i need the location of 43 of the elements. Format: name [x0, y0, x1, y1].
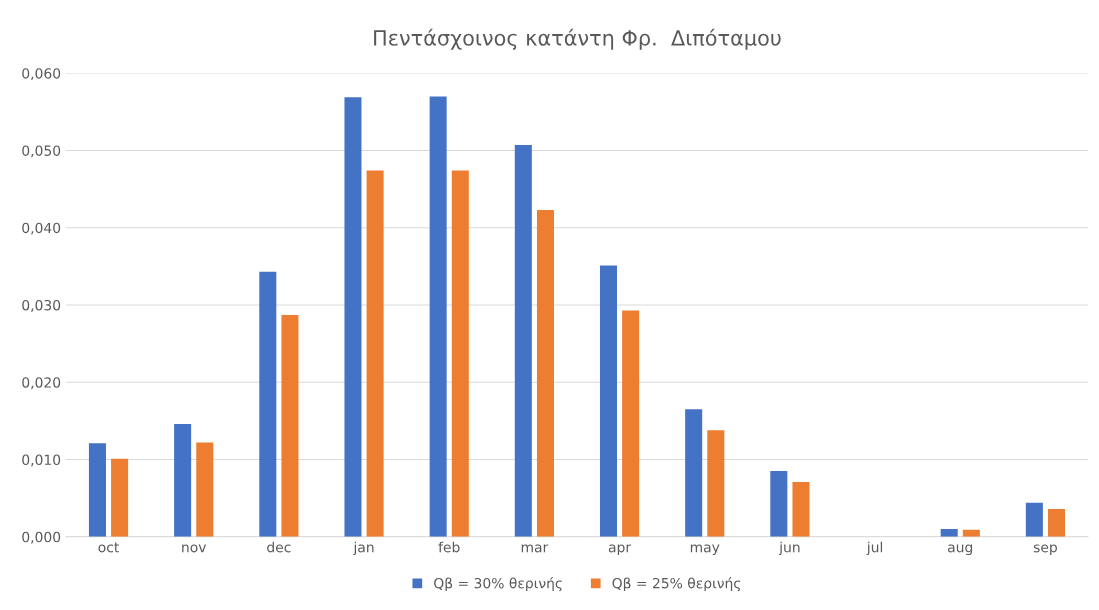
x-tick-label: oct — [98, 542, 119, 553]
legend-label: Qβ = 30% θερινής — [434, 577, 562, 592]
x-tick-label: nov — [182, 544, 207, 553]
bar — [1047, 508, 1066, 537]
x-tick-label: jan — [353, 541, 374, 556]
bar — [196, 442, 214, 537]
x-tick-label: mar — [521, 544, 549, 553]
bar — [344, 97, 362, 537]
bar — [1025, 502, 1043, 537]
x-tick-label: sep — [1033, 544, 1057, 556]
bar — [599, 265, 618, 537]
bar — [281, 315, 299, 537]
x-tick-label: jun — [778, 541, 800, 556]
bar — [770, 471, 788, 537]
y-tick-label: 0,010 — [22, 454, 61, 467]
y-tick-label: 0,040 — [22, 222, 61, 235]
x-tick-label: may — [690, 544, 720, 556]
bar — [940, 529, 958, 537]
y-tick-label: 0,050 — [22, 145, 61, 158]
y-tick-label: 0,000 — [22, 531, 61, 544]
y-tick-label: 0,020 — [22, 377, 61, 390]
x-tick-label: feb — [438, 541, 460, 553]
bar — [366, 170, 384, 537]
y-tick-label: 0,060 — [22, 68, 61, 81]
bar — [685, 409, 703, 537]
x-tick-label: apr — [608, 544, 632, 556]
bar — [536, 209, 554, 537]
bar — [514, 145, 532, 537]
bar — [174, 423, 192, 537]
bar — [792, 481, 810, 537]
y-tick-label: 0,030 — [22, 299, 61, 312]
bar — [622, 310, 640, 537]
bar — [88, 443, 106, 537]
bar — [429, 96, 447, 537]
bar — [707, 430, 725, 537]
bar — [451, 170, 469, 537]
x-tick-label: dec — [267, 541, 291, 553]
x-tick-label: jul — [866, 541, 883, 556]
x-tick-label: aug — [948, 544, 973, 556]
chart-title: Πεντάσχοινος κατάντη Φρ. Διπόταμου — [374, 28, 781, 50]
bar — [111, 458, 129, 537]
legend-label: Qβ = 25% θερινής — [612, 577, 741, 592]
bar — [259, 271, 277, 537]
